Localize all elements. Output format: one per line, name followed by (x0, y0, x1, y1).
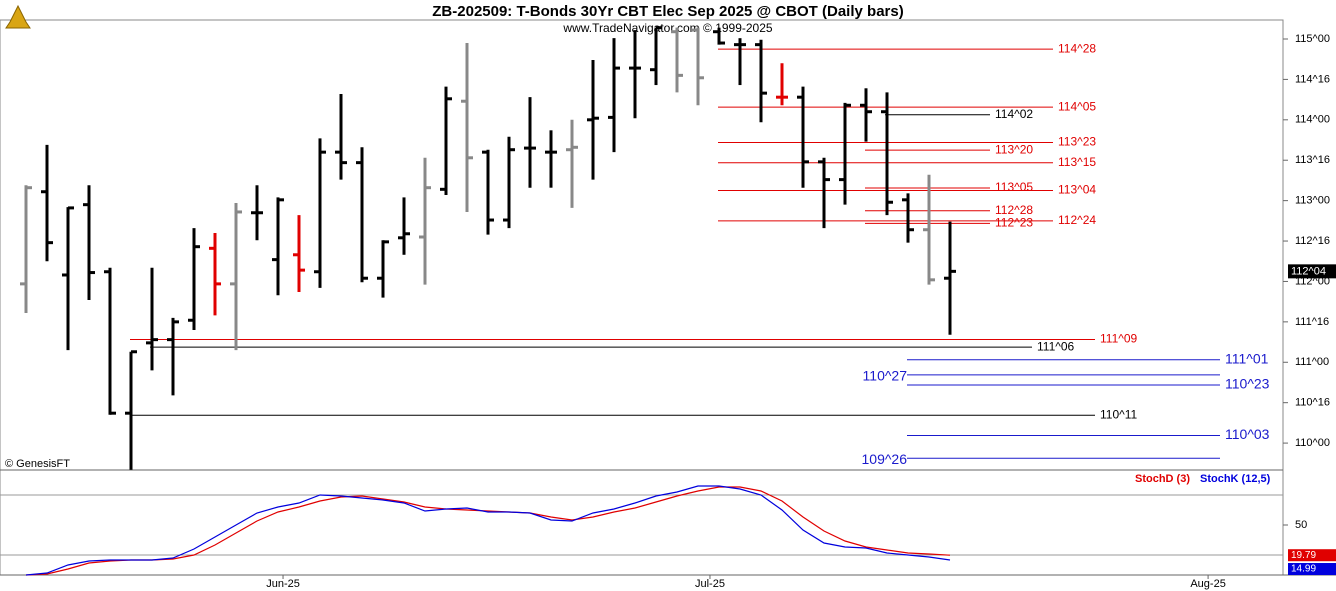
level-label: 110^23 (1225, 376, 1270, 392)
level-label: 113^04 (1058, 183, 1096, 197)
x-tick-label: Jun-25 (266, 578, 300, 590)
level-label: 114^05 (1058, 99, 1096, 113)
y-tick-label: 50 (1295, 519, 1307, 531)
chart-subtitle: www.TradeNavigator.com © 1999-2025 (562, 21, 772, 35)
y-tick-label: 112^00 (1295, 275, 1330, 287)
level-label: 113^20 (995, 142, 1033, 156)
y-tick-label: 111^00 (1295, 356, 1329, 368)
y-tick-label: 113^00 (1295, 195, 1330, 207)
level-label: 112^24 (1058, 213, 1096, 227)
level-label: 112^23 (995, 216, 1033, 230)
y-tick-label: 114^00 (1295, 114, 1330, 126)
level-label: 114^02 (995, 107, 1033, 121)
last-value-label: 19.79 (1291, 550, 1316, 561)
legend-label: StochK (12,5) (1200, 473, 1271, 485)
y-tick-label: 110^00 (1295, 437, 1330, 449)
level-label: 110^11 (1100, 407, 1138, 421)
last-value-label: 14.99 (1291, 564, 1316, 575)
level-label: 111^06 (1037, 339, 1075, 353)
x-tick-label: Aug-25 (1190, 578, 1225, 590)
y-tick-label: 111^16 (1295, 316, 1329, 328)
last-value-box (1288, 549, 1336, 562)
y-tick-label: 113^16 (1295, 154, 1330, 166)
y-tick-label: 114^16 (1295, 73, 1330, 85)
level-label: 114^28 (1058, 41, 1096, 55)
copyright: © GenesisFT (5, 458, 70, 470)
chart-title: ZB-202509: T-Bonds 30Yr CBT Elec Sep 202… (432, 3, 903, 20)
level-label: 113^23 (1058, 135, 1096, 149)
y-tick-label: 112^16 (1295, 235, 1330, 247)
stoch-line (25, 486, 951, 576)
x-tick-label: Jul-25 (695, 578, 725, 590)
y-tick-label: 110^16 (1295, 397, 1330, 409)
last-price-label: 112^04 (1291, 265, 1326, 277)
last-price-box (1288, 264, 1336, 279)
level-label: 110^03 (1225, 426, 1270, 442)
level-label: 110^27 (863, 368, 908, 384)
level-label: 111^01 (1225, 350, 1269, 366)
logo (5, 4, 31, 29)
level-label: 109^26 (862, 451, 908, 467)
level-label: 113^05 (995, 180, 1033, 194)
last-value-box (1288, 563, 1336, 576)
stoch-line (25, 485, 951, 576)
legend-label: StochD (3) (1135, 473, 1190, 485)
level-label: 113^15 (1058, 155, 1096, 169)
level-label: 111^09 (1100, 332, 1138, 346)
y-tick-label: 115^00 (1295, 33, 1330, 45)
level-label: 112^28 (995, 203, 1033, 217)
